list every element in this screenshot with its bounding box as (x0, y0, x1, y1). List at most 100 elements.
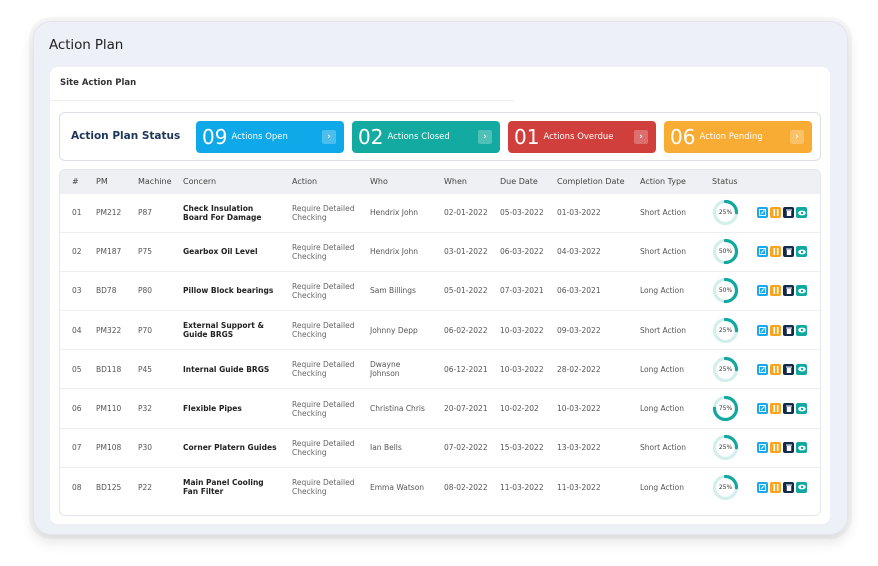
concern: Corner Platern Guides (183, 443, 277, 453)
due-date: 11-03-2022 (500, 482, 544, 492)
pause-button[interactable] (770, 363, 781, 375)
edit-button[interactable] (757, 442, 768, 454)
machine-id: P87 (138, 208, 153, 218)
edit-button[interactable] (757, 324, 768, 336)
view-button[interactable] (796, 363, 807, 375)
table-row[interactable]: 04 PM322 P70 External Support & Guide BR… (60, 310, 820, 350)
pm-id: BD78 (96, 286, 117, 296)
edit-button[interactable] (757, 246, 768, 258)
edit-icon (759, 483, 766, 491)
action-plan-status: Action Plan Status 09 Actions Open › 02 … (59, 112, 821, 161)
pause-button[interactable] (770, 403, 781, 415)
delete-button[interactable] (783, 481, 794, 493)
pm-id: BD118 (96, 364, 122, 374)
eye-icon (797, 366, 806, 372)
edit-button[interactable] (757, 403, 768, 415)
chevron-right-icon[interactable]: › (478, 130, 492, 144)
view-button[interactable] (796, 481, 807, 493)
due-date: 07-03-2021 (500, 286, 544, 296)
completion-date: 06-03-2021 (557, 286, 601, 296)
when: 08-02-2022 (444, 482, 488, 492)
status-cell: 25% (700, 193, 745, 232)
action-type: Long Action (640, 404, 685, 414)
machine-id: P22 (138, 482, 153, 492)
concern: Gearbox Oil Level (183, 247, 258, 257)
edit-button[interactable] (757, 285, 768, 297)
status-percent: 50% (718, 248, 733, 256)
table-row[interactable]: 02 PM187 P75 Gearbox Oil Level Require D… (60, 232, 820, 271)
col-header-action: Action (292, 176, 318, 186)
pause-icon (773, 326, 778, 334)
table-row[interactable]: 01 PM212 P87 Check Insulation Board For … (60, 193, 820, 232)
action-type: Short Action (640, 208, 686, 218)
edit-button[interactable] (757, 363, 768, 375)
view-button[interactable] (796, 403, 807, 415)
table-row[interactable]: 03 BD78 P80 Pillow Block bearings Requir… (60, 271, 820, 310)
who: Hendrix John (370, 247, 419, 257)
eye-icon (797, 327, 806, 333)
edit-button[interactable] (757, 207, 768, 219)
pm-id: PM110 (96, 404, 122, 414)
concern: Pillow Block bearings (183, 286, 274, 296)
status-percent: 50% (718, 287, 733, 295)
action-type: Long Action (640, 482, 685, 492)
view-button[interactable] (796, 207, 807, 219)
pm-id: PM322 (96, 325, 122, 335)
status-percent: 25% (718, 483, 733, 491)
chevron-right-icon[interactable]: › (790, 130, 804, 144)
eye-icon (797, 406, 806, 411)
edit-button[interactable] (757, 481, 768, 493)
delete-button[interactable] (783, 324, 794, 336)
pause-button[interactable] (770, 285, 781, 297)
view-button[interactable] (796, 246, 807, 258)
pause-button[interactable] (770, 207, 781, 219)
row-number: 03 (72, 286, 82, 296)
chevron-right-icon[interactable]: › (634, 130, 648, 144)
actions-overdue-card[interactable]: 01 Actions Overdue › (508, 121, 656, 153)
delete-button[interactable] (783, 363, 794, 375)
delete-button[interactable] (783, 442, 794, 454)
row-actions (745, 350, 820, 389)
action-pending-card[interactable]: 06 Action Pending › (664, 121, 812, 153)
pm-id: PM212 (96, 208, 122, 218)
table-header: # PM Machine Concern Action Who When Due… (60, 170, 820, 193)
view-button[interactable] (796, 442, 807, 454)
progress-ring: 25% (712, 356, 739, 383)
actions-closed-card[interactable]: 02 Actions Closed › (352, 121, 500, 153)
eye-icon (797, 445, 806, 451)
action-type: Short Action (640, 443, 686, 453)
site-action-plan-card: Site Action Plan Action Plan Status 09 A… (50, 67, 830, 524)
progress-ring: 50% (712, 277, 739, 304)
delete-button[interactable] (783, 207, 794, 219)
who: Dwayne Johnson (370, 360, 401, 379)
pause-icon (773, 444, 778, 452)
pause-button[interactable] (770, 246, 781, 258)
edit-icon (759, 209, 766, 217)
status-percent: 25% (718, 365, 733, 373)
delete-button[interactable] (783, 403, 794, 415)
table-row[interactable]: 05 BD118 P45 Internal Guide BRGS Require… (60, 349, 820, 389)
row-number: 04 (72, 325, 82, 335)
action-type: Short Action (640, 325, 686, 335)
row-actions (745, 271, 820, 310)
progress-ring: 75% (712, 395, 739, 422)
col-header-status: Status (712, 176, 738, 186)
chevron-right-icon[interactable]: › (322, 130, 336, 144)
table-row[interactable]: 07 PM108 P30 Corner Platern Guides Requi… (60, 428, 820, 467)
pause-button[interactable] (770, 481, 781, 493)
action-type: Long Action (640, 364, 685, 374)
actions-open-card[interactable]: 09 Actions Open › (196, 121, 344, 153)
pause-button[interactable] (770, 442, 781, 454)
delete-button[interactable] (783, 246, 794, 258)
pause-icon (773, 209, 778, 217)
delete-button[interactable] (783, 285, 794, 297)
col-header-when: When (444, 176, 467, 186)
view-button[interactable] (796, 285, 807, 297)
row-actions (745, 193, 820, 232)
table-row[interactable]: 08 BD125 P22 Main Panel Cooling Fan Filt… (60, 467, 820, 506)
table-row[interactable]: 06 PM110 P32 Flexible Pipes Require Deta… (60, 388, 820, 428)
action-type: Short Action (640, 247, 686, 257)
pause-button[interactable] (770, 324, 781, 336)
view-button[interactable] (796, 324, 807, 336)
col-header-completion-date: Completion Date (557, 176, 625, 186)
